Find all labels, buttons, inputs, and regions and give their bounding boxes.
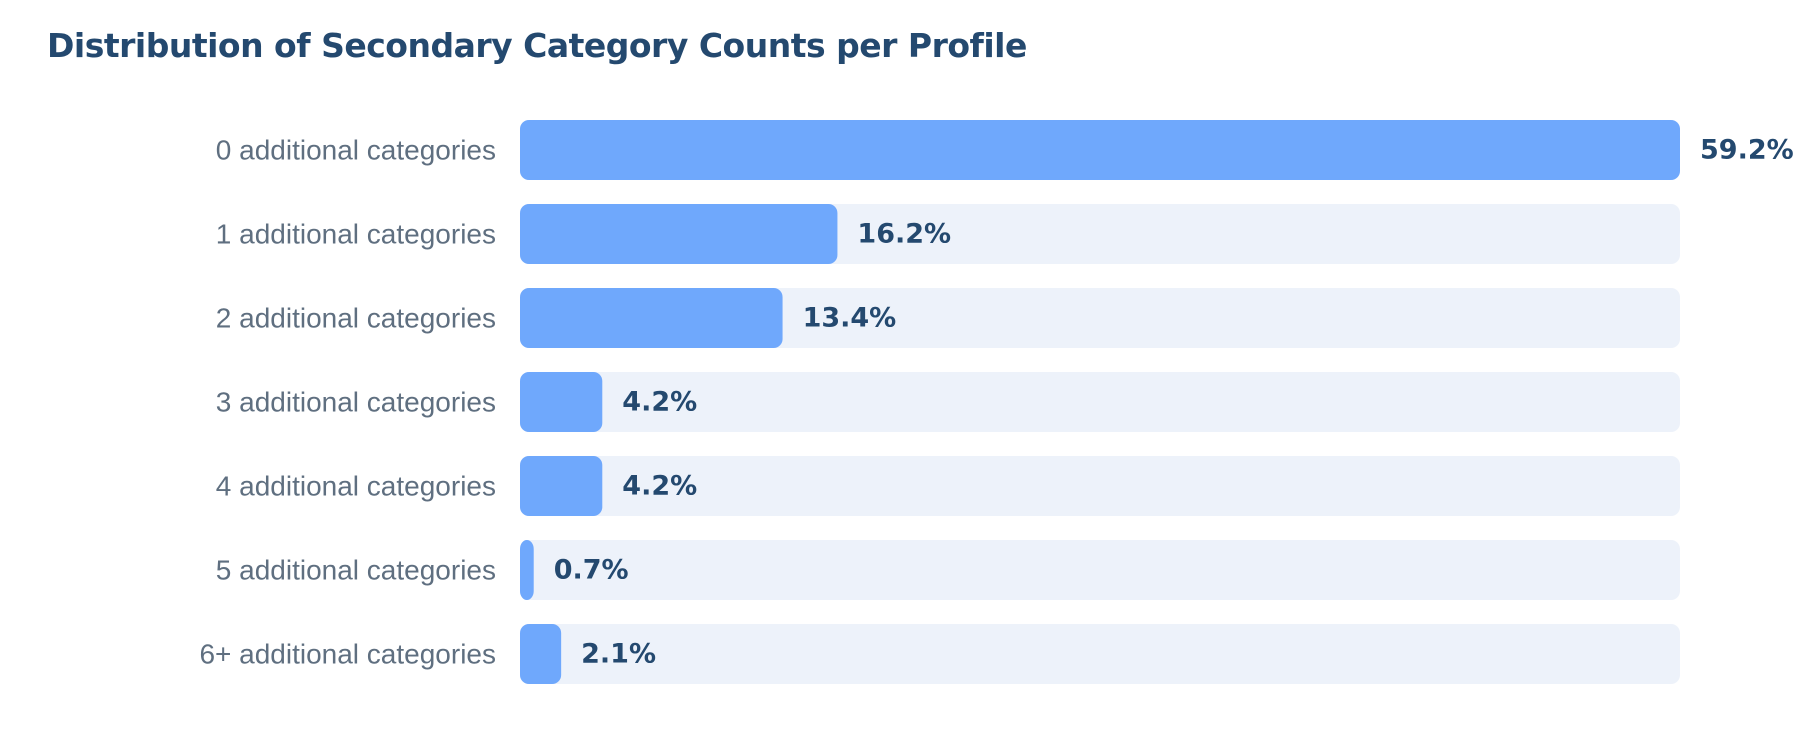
- category-label: 0 additional categories: [216, 135, 496, 166]
- bar-track: [520, 624, 1680, 684]
- value-label: 0.7%: [554, 555, 629, 586]
- chart-title: Distribution of Secondary Category Count…: [47, 26, 1027, 65]
- bar: [520, 120, 1680, 180]
- bar: [520, 204, 838, 264]
- category-label: 1 additional categories: [216, 219, 496, 250]
- value-label: 4.2%: [622, 471, 697, 502]
- bar-row: 2 additional categories 13.4%: [216, 288, 1680, 348]
- category-label: 2 additional categories: [216, 303, 496, 334]
- bar-row: 0 additional categories 59.2%: [216, 120, 1794, 180]
- bar-track: [520, 372, 1680, 432]
- bar: [520, 540, 534, 600]
- bar: [520, 288, 783, 348]
- bar-row: 3 additional categories 4.2%: [216, 372, 1680, 432]
- value-label: 59.2%: [1700, 135, 1794, 166]
- bar-track: [520, 540, 1680, 600]
- value-label: 2.1%: [581, 639, 656, 670]
- category-label: 4 additional categories: [216, 471, 496, 502]
- category-label: 5 additional categories: [216, 555, 496, 586]
- value-label: 4.2%: [622, 387, 697, 418]
- bar-track: [520, 456, 1680, 516]
- bar-row: 6+ additional categories 2.1%: [199, 624, 1680, 684]
- bar-row: 4 additional categories 4.2%: [216, 456, 1680, 516]
- category-label: 6+ additional categories: [199, 639, 496, 670]
- bar-track: [520, 288, 1680, 348]
- bar-row: 1 additional categories 16.2%: [216, 204, 1680, 264]
- category-label: 3 additional categories: [216, 387, 496, 418]
- bar: [520, 456, 603, 516]
- bar-row: 5 additional categories 0.7%: [216, 540, 1680, 600]
- value-label: 16.2%: [857, 219, 951, 250]
- bar: [520, 372, 603, 432]
- value-label: 13.4%: [803, 303, 897, 334]
- bar: [520, 624, 562, 684]
